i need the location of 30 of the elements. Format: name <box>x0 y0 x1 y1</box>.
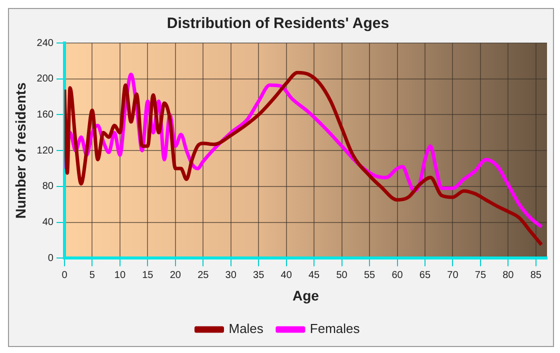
x-tick-label: 75 <box>474 270 486 281</box>
x-tick-label: 85 <box>530 270 542 281</box>
y-tick-label: 80 <box>42 181 54 192</box>
y-tick-label: 120 <box>36 145 54 156</box>
x-tick-label: 25 <box>198 270 210 281</box>
y-tick-label: 0 <box>48 252 54 264</box>
y-tick-label: 160 <box>36 109 54 120</box>
x-tick-label: 55 <box>364 270 376 281</box>
x-tick-label: 0 <box>62 270 68 281</box>
legend-label: Females <box>310 321 360 336</box>
x-tick-label: 50 <box>336 270 348 281</box>
x-tick-label: 30 <box>225 270 237 281</box>
x-tick-label: 5 <box>89 270 96 281</box>
y-tick-label: 40 <box>42 217 54 228</box>
x-tick-label: 65 <box>419 270 431 281</box>
x-tick-label: 80 <box>502 270 514 281</box>
x-tick-label: 60 <box>392 270 404 281</box>
x-axis-title: Age <box>292 287 320 304</box>
x-tick-label: 40 <box>280 270 292 281</box>
x-tick-label: 10 <box>114 270 126 281</box>
legend-label: Males <box>228 321 264 336</box>
x-tick-label: 20 <box>170 270 182 281</box>
y-tick-label: 240 <box>36 38 54 49</box>
x-tick-label: 45 <box>308 270 320 281</box>
x-tick-label: 35 <box>253 270 265 281</box>
y-tick-label: 200 <box>36 74 54 85</box>
x-tick-label: 15 <box>142 270 154 281</box>
y-axis-title: Number of residents <box>12 82 28 219</box>
chart-title: Distribution of Residents' Ages <box>166 15 390 32</box>
x-tick-label: 70 <box>447 270 459 281</box>
